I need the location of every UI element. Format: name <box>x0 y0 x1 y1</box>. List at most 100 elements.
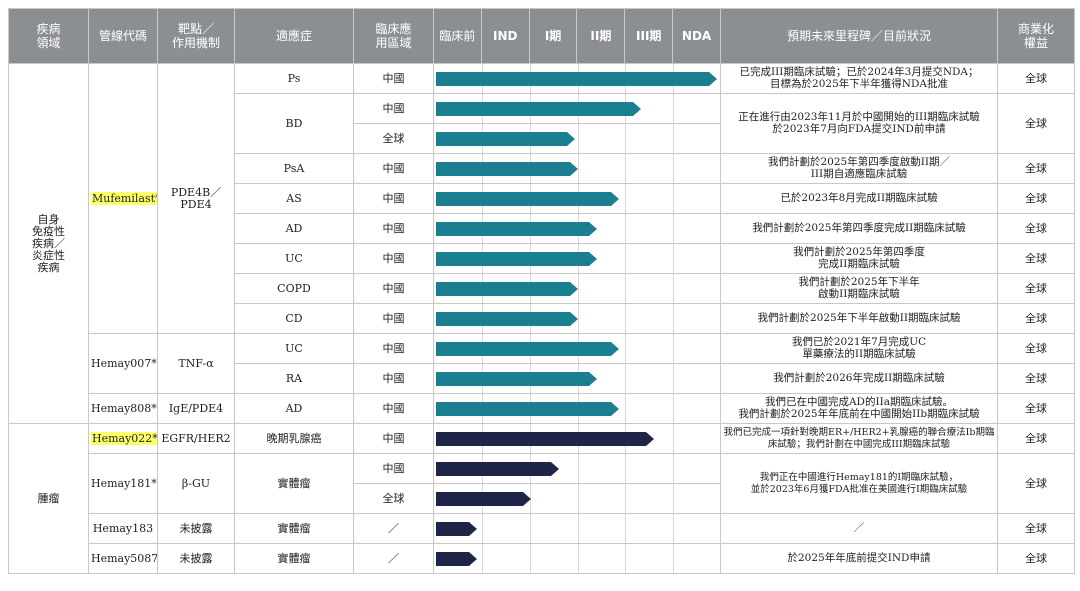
progress-bar <box>436 341 619 356</box>
region: 中國 <box>353 423 434 454</box>
rights: 全球 <box>997 273 1075 304</box>
pipeline-table: 疾病 領域 管線代碼 靶點／ 作用機制 適應症 臨床應 用區域 臨床前 IND … <box>8 8 1075 574</box>
progress-bar-tip <box>570 281 578 296</box>
stage-divider <box>625 124 627 153</box>
milestone: 我們正在中國進行Hemay181的I期臨床試驗， 並於2023年6月獲FDA批准… <box>720 453 998 514</box>
region: 中國 <box>353 93 434 124</box>
indication: UC <box>234 243 354 274</box>
stage-divider <box>481 544 483 573</box>
progress-bar-tip <box>469 521 477 536</box>
progress-bar <box>436 281 578 296</box>
header-stage-phase1: I期 <box>530 9 578 63</box>
progress-bar <box>436 251 597 266</box>
header-domain: 疾病 領域 <box>8 8 89 64</box>
rights: 全球 <box>997 513 1075 544</box>
rights: 全球 <box>997 423 1075 454</box>
stage-divider <box>673 454 675 483</box>
indication: CD <box>234 303 354 334</box>
stage-divider <box>625 364 627 393</box>
progress-bar-tip <box>611 191 619 206</box>
progress-cell <box>433 423 721 454</box>
stage-divider <box>673 304 675 333</box>
drug-target: IgE/PDE4 <box>157 393 235 424</box>
stage-divider <box>673 124 675 153</box>
progress-bar-tip <box>589 251 597 266</box>
rights: 全球 <box>997 93 1075 154</box>
indication: BD <box>234 93 354 154</box>
milestone: 正在進行由2023年11月於中國開始的III期臨床試驗 於2023年7月向FDA… <box>720 93 998 154</box>
drug-target: PDE4B／ PDE4 <box>157 63 235 334</box>
drug-code: Hemay5087 <box>88 543 158 574</box>
highlighted-code: Hemay022** <box>91 431 157 445</box>
region: 中國 <box>353 333 434 364</box>
header-stage-ind: IND <box>482 9 530 63</box>
progress-bar-tip <box>633 101 641 116</box>
progress-cell <box>433 543 721 574</box>
stage-divider <box>481 514 483 543</box>
table-row: BD 中國 正在進行由2023年11月於中國開始的III期臨床試驗 於2023年… <box>9 93 1075 154</box>
table-row: 腫瘤 Hemay022** EGFR/HER2 晚期乳腺癌 中國 我們已完成一項… <box>8 423 1075 574</box>
progress-cell <box>433 213 721 244</box>
milestone: 我們計劃於2025年第四季度 完成II期臨床試驗 <box>720 243 998 274</box>
region: 中國 <box>353 393 434 424</box>
indication: RA <box>234 363 354 394</box>
table-row: 全球 <box>9 123 1075 154</box>
rights: 全球 <box>997 213 1075 244</box>
header-indication: 適應症 <box>234 8 354 64</box>
indication: COPD <box>234 273 354 304</box>
stage-divider <box>673 214 675 243</box>
stage-divider <box>625 214 627 243</box>
progress-bar <box>436 161 578 176</box>
stage-divider <box>577 304 579 333</box>
indication: UC <box>234 333 354 364</box>
drug-code: Hemay808* <box>88 393 158 424</box>
header-stage-nda: NDA <box>681 29 712 43</box>
domain-oncology: 腫瘤 <box>8 423 89 574</box>
indication: AD <box>234 393 354 424</box>
milestone: ／ <box>720 513 998 544</box>
milestone: 於2025年年底前提交IND申請 <box>720 543 998 574</box>
progress-bar <box>436 401 619 416</box>
stage-divider <box>577 154 579 183</box>
milestone: 我們計劃於2025年下半年啟動II期臨床試驗 <box>720 303 998 334</box>
progress-bar <box>436 521 477 536</box>
milestone: 我們計劃於2026年完成II期臨床試驗 <box>720 363 998 394</box>
header-stage-phase2: II期 <box>577 9 626 63</box>
header-region: 臨床應 用區域 <box>353 8 434 64</box>
region: 中國 <box>353 303 434 334</box>
table-row: Hemay808* IgE/PDE4 AD 中國 我們已在中國完成AD的IIa期… <box>9 393 1075 424</box>
drug-code: Mufemilast** <box>88 63 158 334</box>
rights: 全球 <box>997 543 1075 574</box>
stage-divider <box>577 454 579 483</box>
progress-cell <box>433 183 721 214</box>
progress-cell <box>433 63 721 94</box>
drug-target: TNF-α <box>157 333 235 394</box>
region: 中國 <box>353 453 434 484</box>
milestone: 已於2023年8月完成II期臨床試驗 <box>720 183 998 214</box>
progress-bar-tip <box>570 311 578 326</box>
rights: 全球 <box>997 243 1075 274</box>
progress-cell <box>433 393 721 424</box>
table-row: PsA 中國 我們計劃於2025年第四季度啟動II期／ III期自適應臨床試驗 … <box>9 153 1075 184</box>
milestone: 已完成III期臨床試驗；已於2024年3月提交NDA； 目標為於2025年下半年… <box>720 63 998 94</box>
rights: 全球 <box>997 363 1075 394</box>
stage-divider <box>625 544 627 573</box>
table-row: RA 中國 我們計劃於2026年完成II期臨床試驗 全球 <box>9 363 1075 394</box>
header-target: 靶點／ 作用機制 <box>157 8 235 64</box>
progress-bar <box>436 371 597 386</box>
header-stage-preclinical: 臨床前 <box>435 9 482 63</box>
progress-cell <box>433 93 721 124</box>
drug-code: Hemay181* <box>88 453 158 514</box>
stage-divider <box>673 484 675 513</box>
progress-cell <box>433 303 721 334</box>
table-row: 自身 免疫性 疾病／ 炎症性 疾病 Mufemilast** PDE4B／ PD… <box>8 63 1075 424</box>
table-row: Hemay181* β-GU 實體瘤 中國 我們正在中國進行Hemay181的I… <box>9 453 1075 514</box>
table-row: AD 中國 我們計劃於2025年第四季度完成II期臨床試驗 全球 <box>9 213 1075 244</box>
region: 中國 <box>353 213 434 244</box>
progress-cell <box>433 483 721 514</box>
progress-bar <box>436 431 654 446</box>
progress-bar <box>436 191 619 206</box>
milestone: 我們計劃於2025年第四季度完成II期臨床試驗 <box>720 213 998 244</box>
progress-bar <box>436 71 717 86</box>
rights: 全球 <box>997 453 1075 514</box>
